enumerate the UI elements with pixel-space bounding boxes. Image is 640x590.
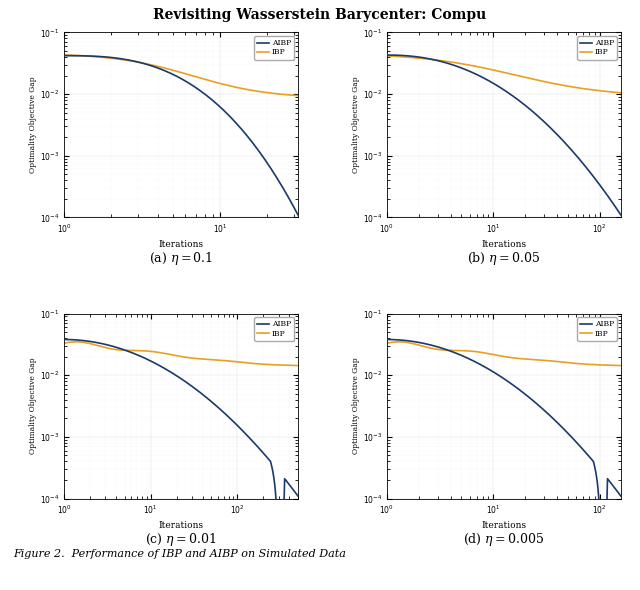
IBP xyxy=(70,52,77,59)
AIBP xyxy=(294,493,302,500)
AIBP xyxy=(596,544,604,551)
Line: AIBP: AIBP xyxy=(64,55,298,215)
IBP xyxy=(523,356,531,363)
IBP xyxy=(74,52,82,59)
IBP xyxy=(122,57,130,64)
IBP xyxy=(596,361,604,368)
X-axis label: Iterations: Iterations xyxy=(159,522,204,530)
Text: (a) $\eta = 0.1$: (a) $\eta = 0.1$ xyxy=(149,250,213,267)
IBP xyxy=(605,88,613,95)
Line: IBP: IBP xyxy=(64,342,298,366)
IBP xyxy=(396,338,403,345)
AIBP xyxy=(60,52,68,59)
IBP xyxy=(384,339,392,346)
X-axis label: Iterations: Iterations xyxy=(481,522,526,530)
Legend: AIBP, IBP: AIBP, IBP xyxy=(254,317,294,340)
Text: Revisiting Wasserstein Barycenter: Compu: Revisiting Wasserstein Barycenter: Compu xyxy=(154,8,486,22)
Text: (b) $\eta = 0.05$: (b) $\eta = 0.05$ xyxy=(467,250,540,267)
AIBP xyxy=(70,52,77,59)
IBP xyxy=(597,87,605,94)
Y-axis label: Optimality Objective Gap: Optimality Objective Gap xyxy=(352,358,360,454)
IBP xyxy=(383,340,390,347)
Line: AIBP: AIBP xyxy=(387,339,621,548)
IBP xyxy=(258,360,266,368)
IBP xyxy=(200,356,208,363)
X-axis label: Iterations: Iterations xyxy=(481,240,526,249)
AIBP xyxy=(522,391,529,398)
IBP xyxy=(104,54,111,61)
Line: AIBP: AIBP xyxy=(64,339,298,548)
AIBP xyxy=(272,496,280,503)
IBP xyxy=(60,51,68,58)
AIBP xyxy=(605,194,613,201)
AIBP xyxy=(198,391,206,398)
Line: AIBP: AIBP xyxy=(387,55,621,215)
AIBP xyxy=(397,52,404,59)
AIBP xyxy=(74,52,82,59)
AIBP xyxy=(580,447,588,454)
IBP xyxy=(200,356,207,363)
Line: IBP: IBP xyxy=(64,55,298,96)
AIBP xyxy=(445,60,453,67)
IBP xyxy=(273,361,281,368)
AIBP xyxy=(282,190,290,197)
IBP xyxy=(60,340,68,347)
AIBP xyxy=(617,211,625,218)
AIBP xyxy=(257,447,265,454)
AIBP xyxy=(426,55,434,63)
AIBP xyxy=(294,211,302,218)
AIBP xyxy=(383,51,390,58)
IBP xyxy=(426,56,434,63)
Line: IBP: IBP xyxy=(387,342,621,366)
X-axis label: Iterations: Iterations xyxy=(159,240,204,249)
IBP xyxy=(397,53,404,60)
IBP xyxy=(73,338,81,345)
AIBP xyxy=(61,336,68,343)
Text: (c) $\eta = 0.01$: (c) $\eta = 0.01$ xyxy=(145,531,217,548)
IBP xyxy=(617,362,625,369)
Y-axis label: Optimality Objective Gap: Optimality Objective Gap xyxy=(352,77,360,173)
AIBP xyxy=(122,56,130,63)
AIBP xyxy=(383,336,390,343)
Legend: AIBP, IBP: AIBP, IBP xyxy=(577,36,617,60)
AIBP xyxy=(60,336,68,343)
IBP xyxy=(294,92,302,99)
IBP xyxy=(294,362,302,369)
AIBP xyxy=(200,391,207,398)
Text: Figure 2.  Performance of IBP and AIBP on Simulated Data: Figure 2. Performance of IBP and AIBP on… xyxy=(13,549,346,559)
AIBP xyxy=(597,183,605,190)
AIBP xyxy=(274,176,282,183)
IBP xyxy=(527,356,534,363)
IBP xyxy=(617,89,625,96)
AIBP xyxy=(104,54,111,61)
IBP xyxy=(581,360,589,368)
IBP xyxy=(445,58,453,65)
AIBP xyxy=(392,52,400,59)
Y-axis label: Optimality Objective Gap: Optimality Objective Gap xyxy=(29,358,37,454)
IBP xyxy=(383,53,390,60)
IBP xyxy=(61,339,68,346)
AIBP xyxy=(274,544,282,551)
AIBP xyxy=(204,395,211,402)
Legend: AIBP, IBP: AIBP, IBP xyxy=(254,36,294,60)
Text: (d) $\eta = 0.005$: (d) $\eta = 0.005$ xyxy=(463,531,545,548)
Line: IBP: IBP xyxy=(387,56,621,93)
AIBP xyxy=(522,391,530,398)
Legend: AIBP, IBP: AIBP, IBP xyxy=(577,317,617,340)
IBP xyxy=(392,53,400,60)
IBP xyxy=(274,90,282,97)
IBP xyxy=(522,356,530,363)
IBP xyxy=(282,91,290,98)
AIBP xyxy=(526,395,534,402)
AIBP xyxy=(617,493,625,500)
Y-axis label: Optimality Objective Gap: Optimality Objective Gap xyxy=(29,77,37,173)
AIBP xyxy=(384,336,392,343)
IBP xyxy=(204,356,212,363)
AIBP xyxy=(595,496,603,503)
